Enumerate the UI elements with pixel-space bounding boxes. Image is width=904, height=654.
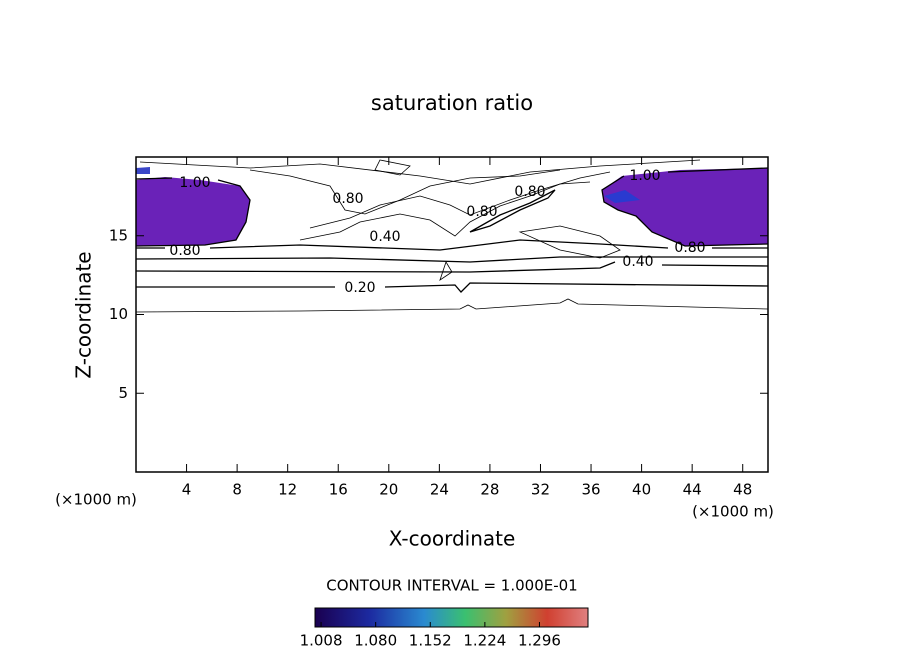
filled-region [136, 167, 150, 174]
contour-label: 0.80 [514, 184, 545, 200]
contour-line [139, 159, 701, 185]
x-tick-label: 8 [232, 481, 242, 499]
contour-line [249, 169, 561, 215]
colorbar [314, 607, 589, 628]
x-tick-label: 48 [733, 481, 752, 499]
y-axis-label: Z-coordinate [72, 251, 96, 378]
contour-line [136, 239, 768, 251]
x-tick-label: 24 [430, 481, 449, 499]
y-unit-label: (×1000 m) [55, 491, 137, 509]
contour-label: 0.80 [466, 204, 497, 220]
y-tick-label: 10 [109, 305, 128, 323]
contour-line [469, 189, 556, 233]
colorbar-tick-label: 1.296 [518, 632, 561, 650]
contour-line [374, 159, 621, 281]
contour-label: 0.80 [169, 243, 200, 259]
x-tick-label: 44 [683, 481, 702, 499]
contour-line [135, 298, 769, 313]
contour-label: 0.40 [369, 229, 400, 245]
contour-label: 1.00 [629, 168, 660, 184]
colorbar-tick-label: 1.152 [409, 632, 452, 650]
filled-region [602, 168, 768, 246]
plot-area: 1.00 0.80 0.80 0.40 0.20 0.80 0.80 0.40 0.80 1.00 [135, 159, 769, 313]
colorbar-tick-label: 1.008 [300, 632, 343, 650]
y-tick-label: 15 [109, 226, 128, 244]
contour-line [136, 282, 769, 293]
filled-regions [136, 167, 768, 246]
x-tick-label: 4 [182, 481, 192, 499]
colorbar-tick-label: 1.080 [354, 632, 397, 650]
contour-line [135, 261, 769, 273]
contour-label: 0.80 [332, 191, 363, 207]
contour-line [135, 256, 768, 263]
contour-line [135, 177, 251, 247]
chart-title: saturation ratio [371, 91, 533, 115]
contour-label: 0.20 [344, 280, 375, 296]
x-axis-label: X-coordinate [389, 527, 516, 551]
x-tick-label: 32 [531, 481, 550, 499]
contour-interval: CONTOUR INTERVAL = 1.000E-01 [326, 577, 577, 595]
x-tick-label: 28 [480, 481, 499, 499]
contour-line [601, 167, 769, 247]
contour-label: 1.00 [179, 175, 210, 191]
filled-region [604, 190, 640, 203]
contour-line [309, 171, 611, 229]
x-tick-label: 20 [379, 481, 398, 499]
filled-region [136, 177, 250, 246]
x-tick-label: 16 [329, 481, 348, 499]
colorbar-tick-label: 1.224 [463, 632, 506, 650]
contour-label: 0.40 [622, 254, 653, 270]
x-tick-label: 40 [632, 481, 651, 499]
contour-label: 0.80 [674, 240, 705, 256]
x-tick-label: 36 [581, 481, 600, 499]
x-tick-label: 12 [278, 481, 297, 499]
x-unit-label: (×1000 m) [692, 503, 774, 521]
contour-line [299, 181, 591, 241]
y-tick-label: 5 [118, 384, 128, 402]
